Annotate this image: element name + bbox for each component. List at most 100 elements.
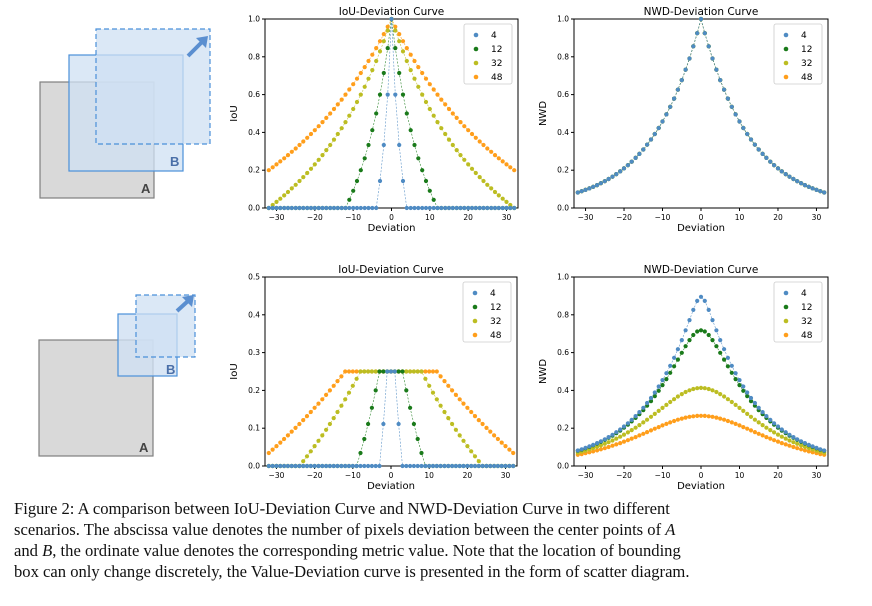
data-point [664,371,669,376]
data-point [698,16,704,22]
box-b-shifted [95,28,211,145]
data-point [369,369,374,374]
data-point [400,49,406,54]
box-a-label: A [141,181,151,196]
data-point [484,425,489,430]
legend-label: 32 [801,59,812,69]
data-point [802,441,808,446]
legend-marker [783,60,789,66]
data-point [465,463,470,469]
data-point [469,463,474,469]
data-point [725,418,731,424]
data-point [461,463,466,469]
data-point [450,463,455,469]
data-point [621,166,627,171]
data-point [625,421,631,426]
data-point [610,443,615,448]
data-point [591,442,596,447]
data-point [802,448,808,453]
data-point [683,344,688,349]
data-point [274,463,279,469]
legend-label: 4 [801,289,807,299]
series-48 [266,16,517,173]
data-point [625,430,631,435]
data-point [297,463,302,469]
data-point [668,399,673,405]
data-point [641,420,646,425]
y-tick-label: 0.2 [557,424,569,433]
data-point [629,428,634,433]
data-point [266,168,271,173]
data-point [768,417,773,422]
legend: 4 12 32 48 [463,23,513,85]
data-point [814,187,819,192]
data-point [656,125,661,131]
data-point [495,436,500,442]
data-point [373,369,378,374]
x-tick-label: 30 [502,213,512,222]
data-point [408,369,413,374]
data-point [718,416,723,421]
data-point [477,175,482,180]
data-point [629,417,634,422]
data-point [772,421,777,426]
x-tick-label: 0 [389,471,394,480]
data-point [446,137,452,142]
data-point [714,328,719,333]
x-tick-label: 10 [425,213,435,222]
data-point [308,131,314,137]
data-point [779,169,784,174]
data-point [370,52,375,57]
data-point [672,364,677,369]
data-point [737,383,742,388]
y-tick-label: 0.2 [248,386,260,395]
data-point [656,384,661,389]
x-tick-label: −20 [307,213,323,222]
data-point [381,39,386,44]
data-point [343,120,348,125]
data-point [629,436,634,441]
data-point [741,408,746,413]
y-axis-label: NWD [538,101,549,126]
data-point [687,414,692,419]
data-point [305,205,310,211]
data-point [733,402,738,407]
data-point [637,423,642,428]
data-point [331,106,337,112]
data-point [305,170,310,176]
data-point [756,420,761,425]
legend-box [463,23,513,85]
x-tick-label: 20 [773,471,783,480]
data-point [722,417,727,422]
data-point [795,446,800,451]
data-point [420,70,425,76]
data-point [308,409,313,415]
data-point [775,424,781,429]
data-point [725,397,731,402]
data-point [274,205,279,211]
data-point [350,463,355,469]
data-point [420,92,425,97]
data-point [710,388,715,393]
data-point [366,369,371,374]
data-point [462,124,467,129]
data-point [733,421,738,426]
x-tick-label: 30 [501,471,511,480]
data-point [320,463,325,469]
data-point [645,430,650,435]
data-point [435,205,440,211]
data-point [648,137,654,142]
x-tick-label: −30 [578,213,594,222]
data-point [729,363,734,368]
data-point [431,87,436,92]
legend-marker [783,332,789,338]
data-point [802,444,808,449]
data-point [481,205,486,211]
data-point [710,318,715,323]
chart-4: NWD-Deviation Curve Deviation NWD −30 −20 −10… [538,264,829,492]
data-point [461,401,466,406]
caption-line: and B, the ordinate value denotes the co… [14,540,860,561]
data-point [442,463,447,469]
data-point [335,409,340,415]
y-tick-label: 0.2 [248,166,260,175]
